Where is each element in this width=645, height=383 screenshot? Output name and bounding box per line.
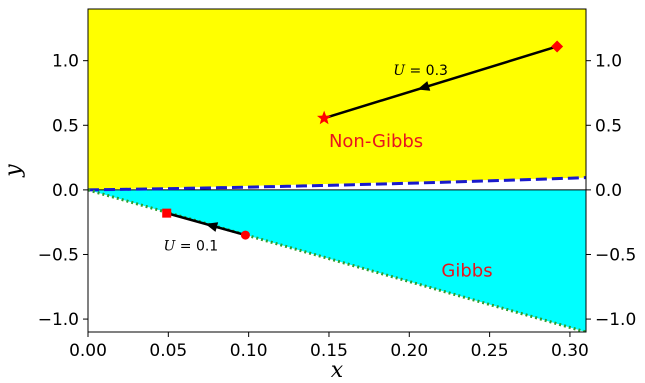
trajectories: [162, 40, 564, 240]
trajectory-line: [323, 45, 558, 120]
x-axis-label: x: [331, 358, 344, 383]
x-tick-label: 0.30: [551, 341, 589, 361]
x-axis-ticks: 0.00 0.05 0.10 0.15 0.20 0.25 0.30: [69, 332, 589, 361]
y-axis-ticks: 1.0 1.0 0.5 0.5 0.0 0.0 −0.5 −0.5 −1.0 −1.0: [38, 52, 637, 330]
x-tick-label: 0.05: [149, 341, 187, 361]
y-tick-label-right: 1.0: [595, 52, 622, 72]
y-tick-label-right: 0.5: [595, 116, 622, 136]
y-axis-label: y: [1, 164, 26, 178]
non-gibbs-label: Non-Gibbs: [329, 131, 423, 152]
y-tick-label-right: −1.0: [595, 310, 636, 330]
dashed-boundary-line: [88, 176, 586, 192]
y-tick-label-left: −1.0: [38, 310, 79, 330]
x-tick-label: 0.25: [471, 341, 509, 361]
plot-frame: [87, 8, 587, 333]
trajectory-start-marker: [551, 40, 564, 53]
trajectory-arrowhead: [417, 81, 431, 91]
trajectory-end-marker: [162, 208, 172, 218]
trajectory-label-prefix: U: [393, 63, 406, 79]
trajectory-label-u03: U = 0.3: [393, 63, 448, 79]
x-tick-label: 0.00: [69, 341, 107, 361]
trajectory-arrowhead: [205, 222, 219, 232]
gibbs-label: Gibbs: [441, 260, 492, 281]
y-tick-label-right: 0.0: [595, 181, 622, 201]
trajectory-end-marker: [317, 110, 332, 125]
trajectory-label-value: = 0.1: [175, 239, 218, 255]
plot-area: [88, 9, 586, 332]
y-tick-label-left: −0.5: [38, 245, 79, 265]
trajectory-label-value: = 0.3: [405, 63, 448, 79]
non-gibbs-region: [88, 9, 586, 190]
y-tick-label-left: 1.0: [52, 52, 79, 72]
trajectory-label-prefix: U: [164, 239, 177, 255]
y-tick-label-left: 0.5: [52, 116, 79, 136]
x-tick-label: 0.15: [310, 341, 348, 361]
trajectory-label-u01: U = 0.1: [164, 239, 219, 255]
x-tick-label: 0.10: [230, 341, 268, 361]
x-tick-label: 0.20: [390, 341, 428, 361]
trajectory-start-marker: [240, 230, 250, 240]
y-tick-label-left: 0.0: [52, 181, 79, 201]
y-tick-label-right: −0.5: [595, 245, 636, 265]
